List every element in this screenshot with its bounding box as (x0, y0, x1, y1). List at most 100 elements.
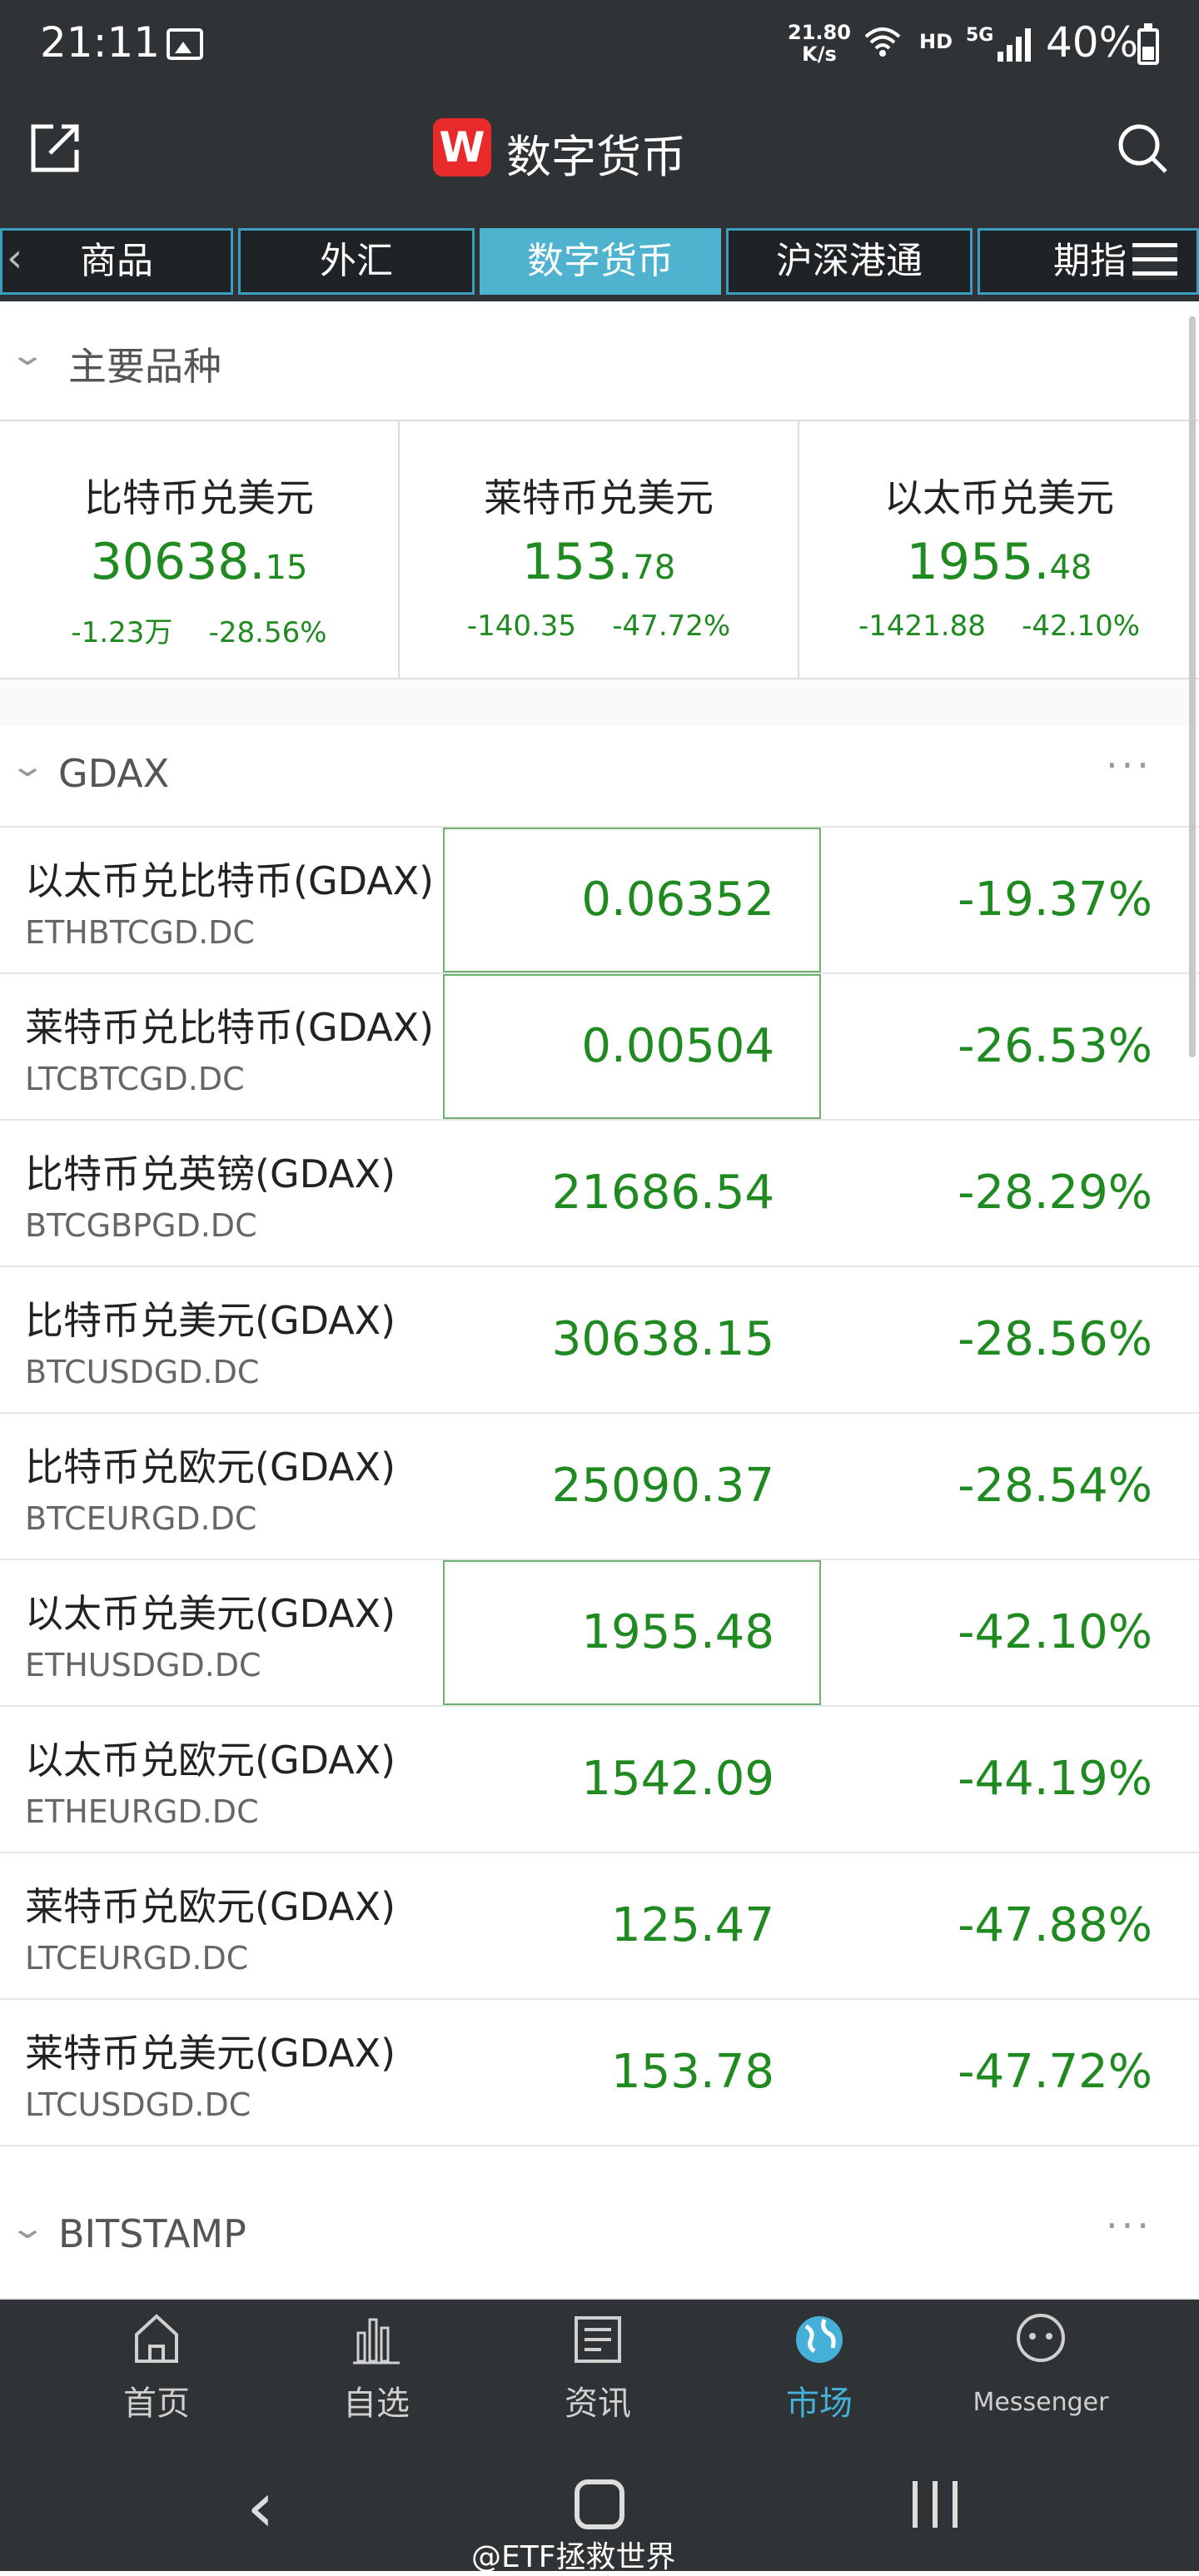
nav-label: 资讯 (565, 2385, 631, 2423)
network-speed-value: 21.80 (788, 21, 851, 44)
battery-icon (1137, 23, 1159, 65)
network-speed-unit: K/s (802, 42, 837, 66)
main-card-eth-usd[interactable]: 以太币兑美元 1955.48 -1421.88 -42.10% (799, 421, 1199, 678)
table-row[interactable]: 莱特币兑比特币(GDAX) LTCBTCGD.DC 0.00504 -26.53… (0, 974, 1199, 1121)
row-change-pct: -47.88% (958, 1898, 1152, 1952)
row-name: 以太币兑欧元(GDAX) (25, 1738, 396, 1783)
card-change: -140.35 -47.72% (400, 609, 798, 643)
card-price-int: 1955. (906, 533, 1050, 591)
price-update-highlight (443, 828, 821, 972)
card-change-value: -1421.88 (858, 609, 986, 643)
row-price: 1542.09 (581, 1752, 774, 1806)
table-row[interactable]: 莱特币兑欧元(GDAX) LTCEURGD.DC 125.47 -47.88% (0, 1853, 1199, 2000)
row-code: ETHUSDGD.DC (25, 1647, 261, 1683)
nav-market[interactable]: 市场 (709, 2300, 929, 2433)
bitstamp-section-header[interactable]: ⌄ BITSTAMP ··· (0, 2193, 1199, 2300)
card-change-pct: -47.72% (612, 609, 731, 643)
battery-percent: 40% (1046, 18, 1139, 67)
main-card-btc-usd[interactable]: 比特币兑美元 30638.15 -1.23万 -28.56% (0, 421, 400, 678)
row-price: 125.47 (611, 1898, 774, 1952)
tab-digital-currency[interactable]: 数字货币 (480, 228, 721, 295)
table-row[interactable]: 比特币兑英镑(GDAX) BTCGBPGD.DC 21686.54 -28.29… (0, 1121, 1199, 1267)
more-icon[interactable]: ··· (1106, 743, 1152, 788)
table-row[interactable]: 以太币兑美元(GDAX) ETHUSDGD.DC 1955.48 -42.10% (0, 1560, 1199, 1707)
row-name: 比特币兑美元(GDAX) (25, 1298, 396, 1343)
network-speed: 21.80 K/s (788, 22, 851, 65)
card-change-pct: -28.56% (208, 616, 327, 649)
tab-label: 外汇 (320, 240, 393, 282)
row-code: LTCUSDGD.DC (25, 2086, 251, 2123)
nav-news[interactable]: 资讯 (488, 2300, 708, 2433)
table-row[interactable]: 比特币兑欧元(GDAX) BTCEURGD.DC 25090.37 -28.54… (0, 1414, 1199, 1560)
row-name: 莱特币兑欧元(GDAX) (25, 1884, 396, 1929)
chevron-left-icon[interactable]: ‹ (7, 235, 23, 281)
row-name: 莱特币兑美元(GDAX) (25, 2031, 396, 2076)
scrollbar[interactable] (1189, 316, 1196, 1057)
nav-label: 首页 (123, 2385, 190, 2423)
card-change: -1.23万 -28.56% (0, 609, 398, 650)
row-code: BTCGBPGD.DC (25, 1207, 257, 1244)
row-code: LTCEURGD.DC (25, 1940, 249, 1977)
nav-messenger[interactable]: Messenger (931, 2300, 1151, 2433)
menu-icon[interactable] (1132, 243, 1177, 280)
row-code: LTCBTCGD.DC (25, 1061, 245, 1097)
table-row[interactable]: 以太币兑欧元(GDAX) ETHEURGD.DC 1542.09 -44.19% (0, 1707, 1199, 1853)
row-change-pct: -28.54% (958, 1459, 1152, 1513)
price-update-highlight (443, 1560, 821, 1705)
section-title: BITSTAMP (58, 2211, 246, 2256)
row-code: ETHBTCGD.DC (25, 914, 255, 951)
tab-stock-connect[interactable]: 沪深港通 (726, 228, 973, 295)
tab-label: 数字货币 (527, 240, 674, 282)
tab-commodities[interactable]: 商品 (0, 228, 233, 295)
bar-chart-icon (351, 2310, 401, 2368)
tab-label: 商品 (80, 240, 153, 282)
row-name: 莱特币兑比特币(GDAX) (25, 1005, 435, 1050)
row-code: BTCEURGD.DC (25, 1500, 257, 1537)
card-price: 1955.48 (799, 533, 1199, 591)
nav-watchlist[interactable]: 自选 (266, 2300, 486, 2433)
nav-label: Messenger (973, 2388, 1109, 2417)
page-title: 数字货币 (506, 131, 686, 183)
row-name: 比特币兑英镑(GDAX) (25, 1151, 396, 1196)
nav-home[interactable]: 首页 (47, 2300, 266, 2433)
main-cards: 比特币兑美元 30638.15 -1.23万 -28.56% 莱特币兑美元 15… (0, 420, 1199, 679)
table-row[interactable]: 比特币兑美元(GDAX) BTCUSDGD.DC 30638.15 -28.56… (0, 1267, 1199, 1414)
section-title: GDAX (58, 751, 170, 796)
table-row[interactable]: 莱特币兑美元(GDAX) LTCUSDGD.DC 153.78 -47.72% (0, 2000, 1199, 2146)
main-card-ltc-usd[interactable]: 莱特币兑美元 153.78 -140.35 -47.72% (400, 421, 799, 678)
tab-forex[interactable]: 外汇 (238, 228, 475, 295)
more-icon[interactable]: ··· (1106, 2203, 1152, 2248)
home-button-icon[interactable] (575, 2479, 624, 2529)
status-time: 21:11 (40, 18, 161, 67)
signal-icon (996, 27, 1036, 62)
card-price-int: 30638. (90, 533, 266, 591)
table-row[interactable]: 以太币兑比特币(GDAX) ETHBTCGD.DC 0.06352 -19.37… (0, 828, 1199, 974)
bottom-nav: 首页 自选 资讯 市场 Messenger (0, 2300, 1199, 2433)
watermark: @ETF拯救世界 (471, 2540, 676, 2574)
recent-apps-icon[interactable] (913, 2481, 961, 2528)
row-name: 以太币兑美元(GDAX) (25, 1591, 396, 1636)
globe-icon (794, 2310, 844, 2368)
row-code: BTCUSDGD.DC (25, 1354, 260, 1390)
back-icon[interactable]: ‹ (246, 2466, 275, 2548)
search-icon[interactable] (1116, 122, 1169, 175)
section-title: 主要品种 (68, 344, 221, 389)
row-price: 30638.15 (551, 1312, 774, 1366)
wifi-icon (863, 25, 903, 67)
card-price: 30638.15 (0, 533, 398, 591)
card-change-pct: -42.10% (1022, 609, 1141, 643)
card-name: 莱特币兑美元 (484, 475, 714, 520)
status-bar: 21:11 21.80 K/s HD 5G 40% (0, 0, 1199, 93)
row-change-pct: -44.19% (958, 1752, 1152, 1806)
chevron-down-icon: ⌄ (8, 338, 47, 372)
tab-label: 沪深港通 (776, 240, 923, 282)
edit-icon[interactable] (28, 122, 82, 175)
tab-label: 期指 (1053, 240, 1127, 282)
row-change-pct: -26.53% (958, 1019, 1152, 1073)
price-update-highlight (443, 974, 821, 1119)
main-section-header[interactable]: ⌄ 主要品种 (0, 301, 1199, 420)
card-name: 以太币兑美元 (884, 475, 1114, 520)
gdax-section-header[interactable]: ⌄ GDAX ··· (0, 726, 1199, 828)
row-price: 1955.48 (581, 1605, 774, 1659)
image-notification-icon (167, 28, 203, 60)
